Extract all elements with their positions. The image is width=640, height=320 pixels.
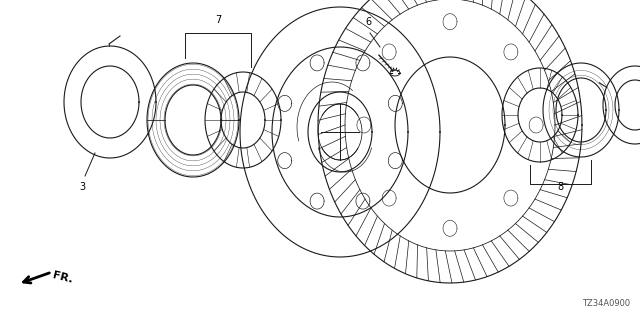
- Text: 3: 3: [79, 182, 85, 192]
- Text: FR.: FR.: [52, 271, 74, 285]
- Text: 8: 8: [557, 182, 564, 192]
- Text: 6: 6: [365, 17, 371, 27]
- Text: 7: 7: [215, 15, 221, 25]
- Text: TZ34A0900: TZ34A0900: [582, 299, 630, 308]
